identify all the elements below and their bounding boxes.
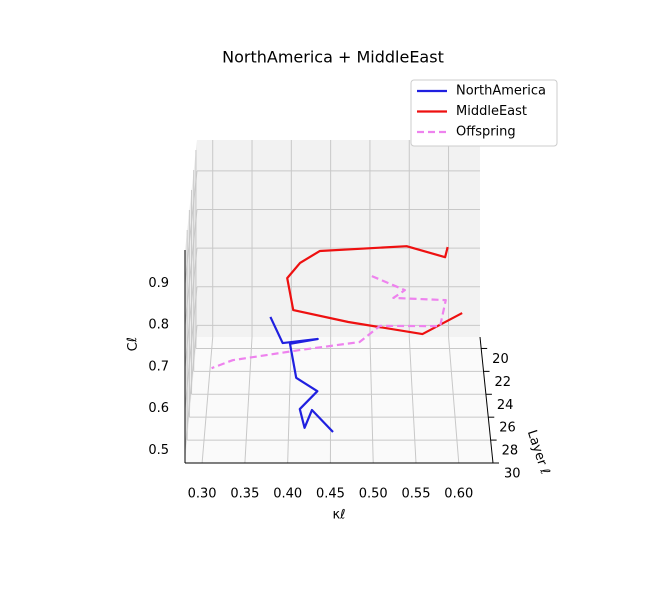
floor-pane	[185, 337, 493, 463]
y-tick-label: 20	[492, 352, 509, 367]
x-axis-label: κℓ	[332, 508, 345, 523]
x-tick-label: 0.55	[402, 487, 431, 502]
z-tick-label: 0.7	[148, 359, 169, 374]
legend-label: Offspring	[456, 125, 516, 140]
y-axis-label: Layer ℓ	[524, 428, 552, 476]
y-tick-label: 24	[497, 398, 514, 413]
z-tick-label: 0.9	[148, 276, 169, 291]
x-tick-label: 0.50	[359, 487, 388, 502]
chart-title: NorthAmerica + MiddleEast	[222, 48, 444, 67]
z-tick-label: 0.6	[148, 401, 169, 416]
x-tick-label: 0.35	[230, 487, 259, 502]
z-axis-label: Cℓ	[125, 336, 141, 352]
x-tick-label: 0.45	[316, 487, 345, 502]
legend-label: MiddleEast	[456, 104, 527, 119]
y-tick-label: 26	[499, 421, 516, 436]
x-tick-label: 0.40	[273, 487, 302, 502]
x-tick-label: 0.30	[188, 487, 217, 502]
back-pane	[197, 140, 480, 337]
z-tick-label: 0.5	[148, 443, 169, 458]
y-tick-label: 30	[504, 467, 521, 482]
z-tick-label: 0.8	[148, 318, 169, 333]
y-tick-label: 22	[495, 375, 512, 390]
y-tick-label: 28	[502, 444, 519, 459]
x-tick-label: 0.60	[444, 487, 473, 502]
legend-label: NorthAmerica	[456, 84, 546, 99]
